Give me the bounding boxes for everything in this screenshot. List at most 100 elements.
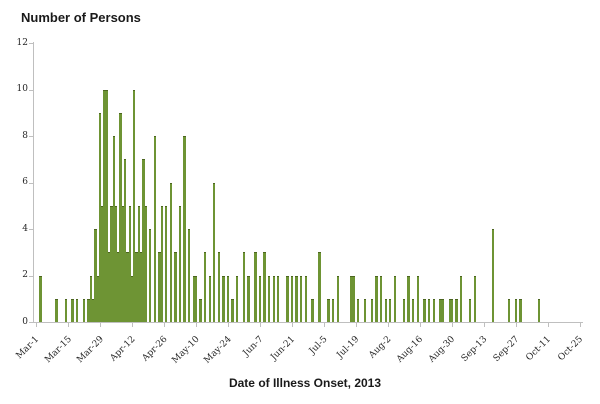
bar	[91, 298, 95, 322]
bar	[331, 298, 335, 322]
bar	[290, 275, 294, 322]
bar	[537, 298, 540, 322]
bar	[194, 275, 198, 322]
bar	[247, 275, 250, 322]
x-tick-label: Mar-15	[42, 334, 74, 366]
bar	[402, 298, 406, 322]
bar	[133, 89, 136, 322]
bar	[277, 275, 280, 322]
y-tick-label: 8	[22, 130, 28, 141]
bar	[411, 298, 415, 322]
bar	[178, 205, 182, 322]
bar	[130, 275, 134, 322]
bar	[519, 298, 522, 322]
bar	[363, 298, 367, 322]
bar	[514, 298, 518, 322]
x-tick-label: Apr-12	[108, 334, 138, 364]
bar	[169, 182, 172, 322]
x-tick-label: Jun-7	[241, 334, 266, 359]
x-tick-label: Aug-2	[367, 334, 394, 361]
bar	[160, 205, 163, 322]
bar	[235, 275, 239, 322]
bar	[217, 252, 220, 322]
bar	[407, 275, 410, 322]
y-axis-line	[33, 42, 34, 323]
x-tick-label: Oct-11	[524, 334, 554, 364]
bar	[208, 275, 211, 322]
y-tick	[29, 43, 33, 44]
bar	[299, 275, 303, 322]
bar	[96, 275, 99, 322]
bar	[336, 275, 339, 322]
y-tick	[29, 229, 33, 230]
bar	[121, 205, 124, 322]
bar	[203, 252, 207, 322]
y-tick	[29, 136, 33, 137]
x-tick	[451, 323, 453, 327]
bar	[142, 159, 145, 322]
bar	[267, 275, 271, 322]
x-tick-label: Aug-30	[427, 334, 458, 365]
bar	[327, 298, 330, 322]
bar	[393, 275, 396, 322]
x-tick	[36, 323, 37, 327]
x-tick-label: Sep-27	[492, 334, 522, 364]
bar	[231, 298, 234, 322]
y-tick-label: 4	[22, 223, 28, 234]
y-tick-label: 12	[16, 37, 28, 48]
bar	[350, 275, 353, 322]
bar	[153, 136, 156, 322]
bar	[384, 298, 387, 322]
x-tick-label: Jul-5	[307, 334, 330, 357]
bar	[103, 89, 106, 322]
bar	[254, 252, 257, 322]
bar	[183, 136, 186, 322]
bar	[105, 89, 108, 322]
x-tick	[131, 323, 133, 327]
bar	[432, 298, 435, 322]
bar	[311, 298, 314, 322]
x-tick	[195, 323, 197, 327]
bar	[427, 298, 431, 322]
y-tick-label: 6	[22, 177, 28, 187]
bar	[128, 205, 131, 322]
y-tick-label: 10	[16, 84, 28, 94]
bar	[137, 205, 140, 322]
x-tick	[515, 323, 517, 327]
x-tick-label: Apr-26	[140, 334, 170, 364]
bar	[165, 205, 168, 322]
bar	[75, 298, 79, 322]
bar	[450, 298, 454, 322]
bar	[112, 136, 115, 322]
bar	[187, 229, 191, 322]
bar	[473, 275, 476, 322]
bar	[318, 252, 321, 322]
chart-title: Number of Persons	[21, 10, 141, 25]
bar	[357, 298, 360, 322]
bar	[117, 252, 120, 322]
bar	[441, 298, 444, 322]
x-axis-line	[30, 322, 583, 323]
bar	[507, 298, 511, 322]
bar	[286, 275, 289, 322]
bar	[304, 275, 307, 322]
bar	[272, 275, 275, 322]
bar	[89, 275, 92, 322]
x-tick	[419, 323, 421, 327]
bar	[101, 205, 104, 322]
y-tick-label: 2	[22, 270, 28, 280]
x-axis-title: Date of Illness Onset, 2013	[228, 376, 382, 390]
bar	[87, 298, 90, 322]
bar	[423, 298, 426, 322]
bar	[64, 298, 67, 322]
bar	[258, 275, 262, 322]
bar	[126, 252, 129, 322]
bar	[416, 275, 419, 322]
bar	[123, 159, 127, 322]
bar	[192, 275, 195, 322]
y-tick	[29, 89, 33, 91]
bar	[110, 205, 113, 322]
x-tick-label: Aug-16	[395, 334, 426, 365]
